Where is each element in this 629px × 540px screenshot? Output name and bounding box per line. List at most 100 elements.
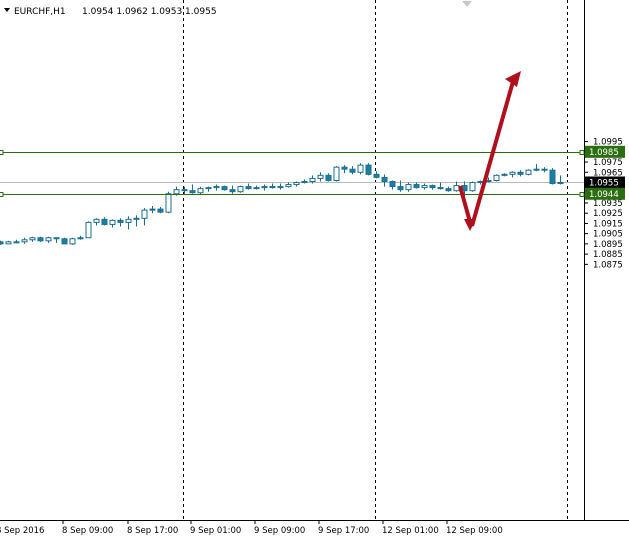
price-tick-label: 1.0905 [593, 230, 623, 240]
candle-bull [5, 241, 12, 245]
price-tick-label: 1.0895 [593, 240, 623, 250]
arrow-up-stroke [470, 77, 516, 227]
time-tick-label: 8 Sep 09:00 [62, 526, 113, 536]
candle-bull [77, 237, 84, 240]
candle-bull [197, 188, 204, 194]
candle-bull [309, 177, 316, 182]
candle-bull [45, 237, 52, 242]
candle-bear [437, 187, 444, 190]
candle-bull [301, 180, 308, 184]
candle-bull [285, 184, 292, 188]
candle-bear [549, 169, 556, 185]
candle-bear [341, 166, 348, 170]
candle-bear [61, 238, 68, 245]
candle-bear [181, 189, 188, 192]
candle-bear [541, 168, 548, 171]
candle-bull [141, 209, 148, 219]
candle-bull [133, 217, 140, 220]
candle-bear [245, 186, 252, 190]
candle-bear [429, 185, 436, 189]
time-tick-label: 12 Sep 01:00 [382, 526, 439, 536]
candle-bull [85, 221, 92, 239]
candle-bear [517, 171, 524, 175]
time-tick-label: 8 Sep 2016 [0, 526, 44, 536]
levels-layer[interactable] [0, 150, 585, 197]
candle-bull [205, 187, 212, 190]
candle-bull [277, 186, 284, 189]
forecast-arrows [458, 71, 521, 231]
time-tick-label: 9 Sep 01:00 [190, 526, 241, 536]
candle-bear [381, 176, 388, 182]
candle-bull [557, 182, 564, 185]
candle-bull [125, 218, 132, 223]
candle-bull [421, 185, 428, 189]
price-tag-label: 1.0944 [589, 190, 619, 200]
price-tag-label: 1.0985 [589, 148, 619, 158]
candle-bull [173, 189, 180, 195]
candle-bull [469, 182, 476, 192]
time-tick-label: 12 Sep 09:00 [446, 526, 503, 536]
candle-bear [349, 168, 356, 173]
candle-bull [525, 169, 532, 175]
arrow-down-stroke [458, 185, 472, 223]
candle-bull [317, 174, 324, 179]
candle-bear [229, 189, 236, 193]
level-anchor-right [579, 150, 585, 155]
candle-bull [333, 166, 340, 181]
candle-bull [357, 164, 364, 173]
candle-bear [101, 218, 108, 225]
candle-bear [157, 208, 164, 213]
level-anchor-left [0, 150, 4, 155]
price-tick-label: 1.0935 [593, 199, 623, 209]
current-price-tag [585, 176, 625, 189]
time-tick-label: 8 Sep 17:00 [127, 526, 178, 536]
candles-layer [0, 163, 564, 245]
candle-bear [397, 186, 404, 191]
price-tick-label: 1.0885 [593, 250, 623, 260]
candle-bear [365, 164, 372, 175]
candle-bull [253, 187, 260, 190]
level-anchor-left [0, 192, 4, 197]
price-tick-label: 1.0975 [593, 158, 623, 168]
level-price-tag [585, 145, 625, 158]
candle-bull [109, 219, 116, 225]
price-tick-label: 1.0875 [593, 260, 623, 270]
shift-marker-icon[interactable] [462, 1, 472, 7]
candle-bull [149, 208, 156, 211]
candle-bear [413, 184, 420, 189]
level-price-tag [585, 187, 625, 200]
menu-triangle-icon[interactable] [4, 8, 10, 12]
candle-bull [501, 173, 508, 176]
candle-bear [373, 173, 380, 178]
time-axis: 8 Sep 2016 8 Sep 09:00 8 Sep 17:00 9 Sep 01… [0, 520, 503, 536]
candle-bear [37, 237, 44, 242]
candle-bull [293, 182, 300, 186]
candle-bear [445, 188, 452, 192]
candle-bear [389, 180, 396, 188]
candle-bear [221, 186, 228, 191]
chart-ohlc-readout: 1.0954 1.0962 1.0953 1.0955 [82, 7, 217, 17]
candle-bear [189, 190, 196, 194]
candle-bear [269, 186, 276, 189]
candle-bull [21, 239, 28, 243]
candle-bull [237, 186, 244, 193]
candle-bull [453, 185, 460, 192]
candle-bull [509, 171, 516, 175]
candle-bull [533, 168, 540, 171]
candle-bull [405, 184, 412, 191]
candle-bull [261, 186, 268, 189]
price-tick-label: 1.0925 [593, 209, 623, 219]
price-tag-label: 1.0955 [589, 179, 619, 189]
candle-bear [53, 237, 60, 240]
time-tick-label: 9 Sep 17:00 [318, 526, 369, 536]
price-tick-label: 1.0995 [593, 138, 623, 148]
candle-bull [13, 241, 20, 244]
candle-bull [93, 218, 100, 223]
level-anchor-right [579, 192, 585, 197]
candle-bear [117, 219, 124, 223]
candle-bull [493, 174, 500, 181]
time-tick-label: 9 Sep 09:00 [254, 526, 305, 536]
candle-bull [165, 193, 172, 213]
